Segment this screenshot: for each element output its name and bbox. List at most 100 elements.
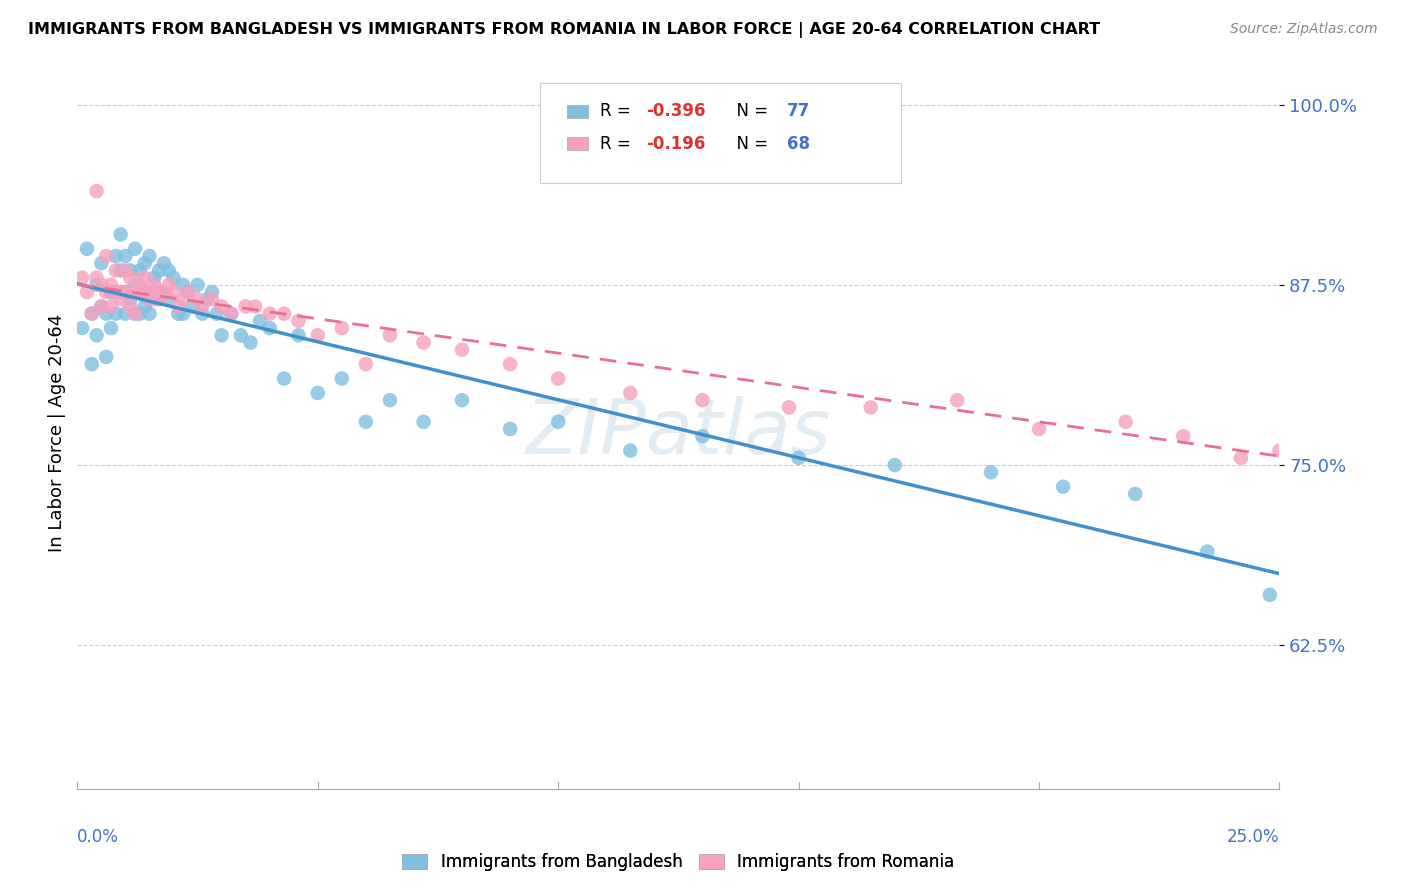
Point	[90, 300, 112, 314]
Point	[76, 285, 98, 299]
Point	[120, 270, 142, 285]
Point	[143, 277, 166, 292]
Point	[186, 277, 209, 292]
Point	[120, 263, 142, 277]
Text: 0.0%: 0.0%	[77, 828, 120, 846]
Point	[205, 307, 228, 321]
Text: R =: R =	[600, 103, 637, 120]
Point	[128, 285, 150, 299]
Point	[177, 285, 200, 299]
Point	[1173, 429, 1195, 443]
Point	[70, 321, 93, 335]
Point	[211, 328, 233, 343]
Point	[249, 314, 271, 328]
Text: ZIPatlas: ZIPatlas	[526, 396, 831, 469]
Point	[138, 307, 160, 321]
Point	[186, 293, 209, 307]
Point	[219, 307, 242, 321]
Point	[76, 242, 98, 256]
Point	[980, 465, 1002, 479]
Point	[177, 285, 200, 299]
Point	[1316, 443, 1339, 458]
Point	[412, 415, 434, 429]
Point	[619, 386, 641, 401]
Point	[110, 285, 132, 299]
Point	[235, 300, 257, 314]
Point	[172, 277, 194, 292]
Point	[134, 270, 156, 285]
Point	[96, 285, 118, 299]
Point	[153, 285, 176, 299]
FancyBboxPatch shape	[540, 83, 901, 183]
Point	[110, 263, 132, 277]
Point	[86, 270, 108, 285]
Point	[883, 458, 905, 472]
Point	[201, 293, 224, 307]
Point	[104, 249, 127, 263]
Point	[547, 371, 569, 385]
Point	[143, 293, 166, 307]
Text: -0.196: -0.196	[645, 135, 706, 153]
Point	[859, 401, 882, 415]
Point	[229, 328, 252, 343]
Text: N =: N =	[727, 135, 773, 153]
Point	[90, 277, 112, 292]
Point	[148, 285, 170, 299]
Point	[134, 285, 156, 299]
Point	[1403, 450, 1406, 465]
Point	[191, 307, 214, 321]
Point	[134, 300, 156, 314]
Text: R =: R =	[600, 135, 637, 153]
Point	[128, 263, 150, 277]
Point	[378, 393, 401, 408]
Point	[172, 293, 194, 307]
Point	[378, 328, 401, 343]
Point	[148, 263, 170, 277]
Point	[157, 263, 180, 277]
Point	[273, 371, 295, 385]
Point	[143, 270, 166, 285]
Point	[143, 285, 166, 299]
Point	[162, 270, 184, 285]
Point	[86, 277, 108, 292]
Point	[104, 307, 127, 321]
Point	[162, 285, 184, 299]
Point	[157, 277, 180, 292]
Point	[692, 393, 714, 408]
Point	[86, 328, 108, 343]
Point	[104, 263, 127, 277]
Text: 68: 68	[786, 135, 810, 153]
Point	[153, 285, 176, 299]
Point	[330, 321, 353, 335]
Point	[451, 393, 474, 408]
Point	[181, 300, 204, 314]
Point	[167, 307, 190, 321]
Point	[330, 371, 353, 385]
Point	[195, 293, 218, 307]
Point	[80, 357, 103, 371]
Text: N =: N =	[727, 103, 773, 120]
Point	[114, 249, 136, 263]
Point	[124, 277, 146, 292]
Point	[128, 307, 150, 321]
Text: IMMIGRANTS FROM BANGLADESH VS IMMIGRANTS FROM ROMANIA IN LABOR FORCE | AGE 20-64: IMMIGRANTS FROM BANGLADESH VS IMMIGRANTS…	[28, 22, 1101, 38]
Text: 77: 77	[786, 103, 810, 120]
Bar	[567, 105, 588, 118]
Point	[354, 415, 377, 429]
Point	[157, 293, 180, 307]
Point	[148, 293, 170, 307]
Point	[96, 249, 118, 263]
Point	[100, 277, 122, 292]
Point	[96, 350, 118, 364]
Point	[451, 343, 474, 357]
Point	[547, 415, 569, 429]
Point	[138, 249, 160, 263]
Point	[245, 300, 267, 314]
Point	[201, 285, 224, 299]
Point	[1197, 544, 1219, 558]
Point	[114, 285, 136, 299]
Point	[70, 270, 93, 285]
Point	[124, 307, 146, 321]
Point	[100, 300, 122, 314]
Point	[172, 307, 194, 321]
